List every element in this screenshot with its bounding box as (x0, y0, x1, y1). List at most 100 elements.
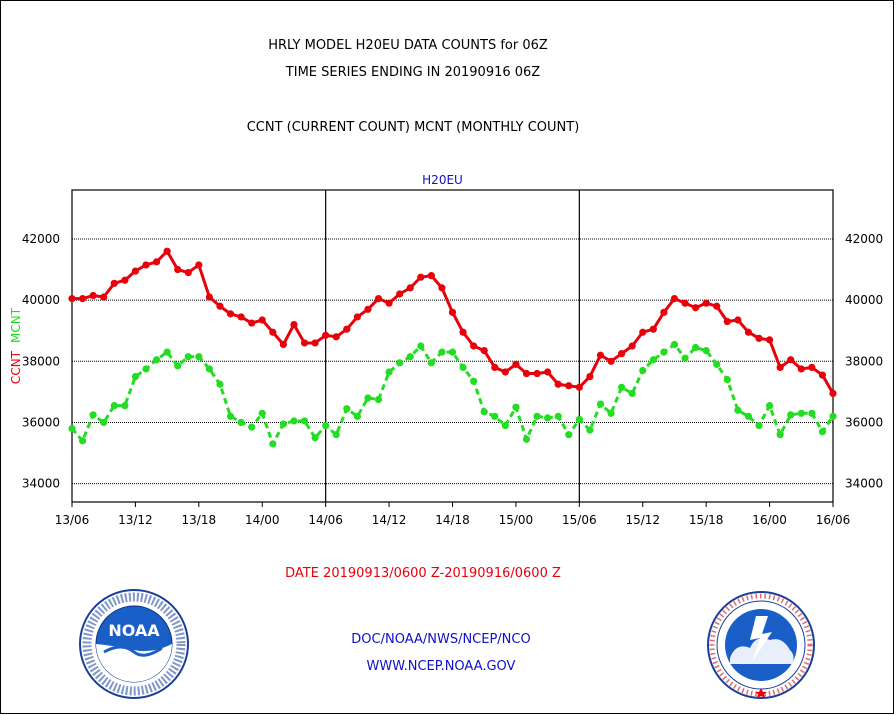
data-point-mcnt (755, 421, 763, 430)
data-point-mcnt (649, 356, 657, 364)
x-tick-label: 13/06 (55, 513, 90, 527)
data-point-mcnt (184, 353, 192, 361)
x-tick-label: 15/06 (562, 513, 597, 527)
data-point-ccnt (544, 368, 552, 376)
data-point-mcnt (491, 412, 499, 420)
data-point-ccnt (110, 279, 118, 287)
data-point-mcnt (205, 365, 214, 373)
x-tick-label: 15/18 (689, 513, 724, 527)
data-point-mcnt (776, 431, 784, 439)
y-tick-label-right: 42000 (845, 232, 883, 246)
data-point-mcnt (808, 409, 816, 417)
data-point-ccnt (364, 305, 372, 313)
data-point-mcnt (364, 394, 372, 402)
data-point-mcnt (691, 343, 700, 352)
data-point-ccnt (68, 294, 76, 303)
data-point-mcnt (818, 428, 827, 436)
data-point-ccnt (311, 339, 319, 347)
data-point-ccnt (300, 339, 309, 347)
footer-date-range: DATE 20190913/0600 Z-20190916/0600 Z (285, 566, 561, 581)
x-tick-label: 14/00 (245, 513, 280, 527)
data-point-ccnt (533, 369, 541, 378)
data-point-ccnt (829, 389, 837, 398)
data-point-mcnt (142, 365, 150, 373)
data-point-ccnt (713, 302, 721, 310)
data-point-ccnt (808, 363, 816, 372)
data-point-mcnt (311, 434, 319, 442)
data-point-ccnt (491, 363, 499, 372)
data-point-ccnt (237, 313, 245, 321)
data-point-ccnt (501, 368, 509, 376)
data-point-mcnt (681, 354, 689, 362)
data-point-ccnt (734, 316, 742, 324)
data-point-mcnt (322, 421, 330, 430)
data-point-mcnt (448, 348, 457, 356)
data-point-mcnt (343, 405, 351, 413)
data-point-ccnt (797, 365, 805, 373)
data-point-mcnt (829, 412, 837, 420)
data-point-ccnt (702, 299, 710, 307)
data-point-mcnt (279, 420, 287, 428)
data-point-ccnt (163, 247, 171, 255)
x-tick-label: 16/06 (816, 513, 851, 527)
data-point-mcnt (480, 408, 488, 416)
plot-frame (71, 189, 834, 503)
data-point-mcnt (713, 360, 721, 368)
data-point-ccnt (470, 342, 478, 350)
data-point-ccnt (586, 372, 594, 381)
data-point-ccnt (522, 369, 531, 378)
y-axis-label-ccnt: CCNT (9, 350, 23, 384)
data-point-mcnt (131, 372, 140, 381)
data-point-ccnt (100, 293, 108, 301)
data-point-mcnt (195, 353, 203, 361)
data-point-ccnt (174, 265, 182, 274)
data-point-ccnt (216, 302, 224, 310)
y-tick-label-left: 42000 (22, 232, 60, 246)
x-tick-label: 15/12 (625, 513, 660, 527)
data-point-ccnt (269, 328, 277, 336)
data-point-mcnt (512, 403, 520, 411)
x-tick-label: 15/00 (499, 513, 534, 527)
data-point-mcnt (100, 418, 108, 427)
header-legend-line: CCNT (CURRENT COUNT) MCNT (MONTHLY COUNT… (246, 120, 580, 135)
data-point-mcnt (374, 395, 383, 404)
data-point-mcnt (670, 340, 679, 349)
data-point-mcnt (332, 431, 340, 439)
data-point-mcnt (702, 346, 710, 355)
data-point-mcnt (121, 402, 129, 410)
data-point-mcnt (427, 359, 435, 367)
data-point-ccnt (184, 268, 192, 277)
data-point-mcnt (89, 411, 97, 419)
data-point-mcnt (554, 412, 562, 420)
y-tick-label-right: 36000 (845, 415, 883, 429)
data-point-ccnt (776, 363, 784, 372)
data-point-mcnt (470, 377, 478, 385)
data-point-mcnt (618, 383, 626, 391)
data-point-mcnt (596, 400, 605, 408)
data-point-ccnt (322, 331, 330, 339)
data-point-mcnt (396, 359, 404, 367)
data-point-ccnt (427, 272, 435, 280)
noaa-logo: NOAA (79, 589, 189, 699)
data-point-ccnt (723, 317, 731, 326)
data-point-ccnt (575, 383, 583, 391)
data-point-mcnt (417, 342, 425, 350)
data-point-mcnt (290, 417, 298, 425)
footer-org: DOC/NOAA/NWS/NCEP/NCO (351, 632, 531, 647)
data-point-mcnt (68, 424, 76, 433)
data-point-mcnt (174, 362, 182, 370)
data-point-mcnt (765, 402, 774, 410)
data-point-ccnt (343, 325, 351, 333)
data-point-ccnt (385, 299, 393, 307)
data-point-mcnt (163, 348, 171, 356)
data-point-ccnt (353, 313, 361, 321)
data-point-ccnt (279, 340, 287, 349)
data-point-mcnt (639, 366, 647, 375)
data-point-mcnt (78, 437, 87, 445)
data-point-ccnt (618, 350, 626, 358)
data-point-mcnt (258, 409, 266, 417)
data-point-ccnt (670, 294, 679, 303)
data-point-mcnt (216, 380, 224, 388)
data-point-ccnt (639, 328, 647, 336)
